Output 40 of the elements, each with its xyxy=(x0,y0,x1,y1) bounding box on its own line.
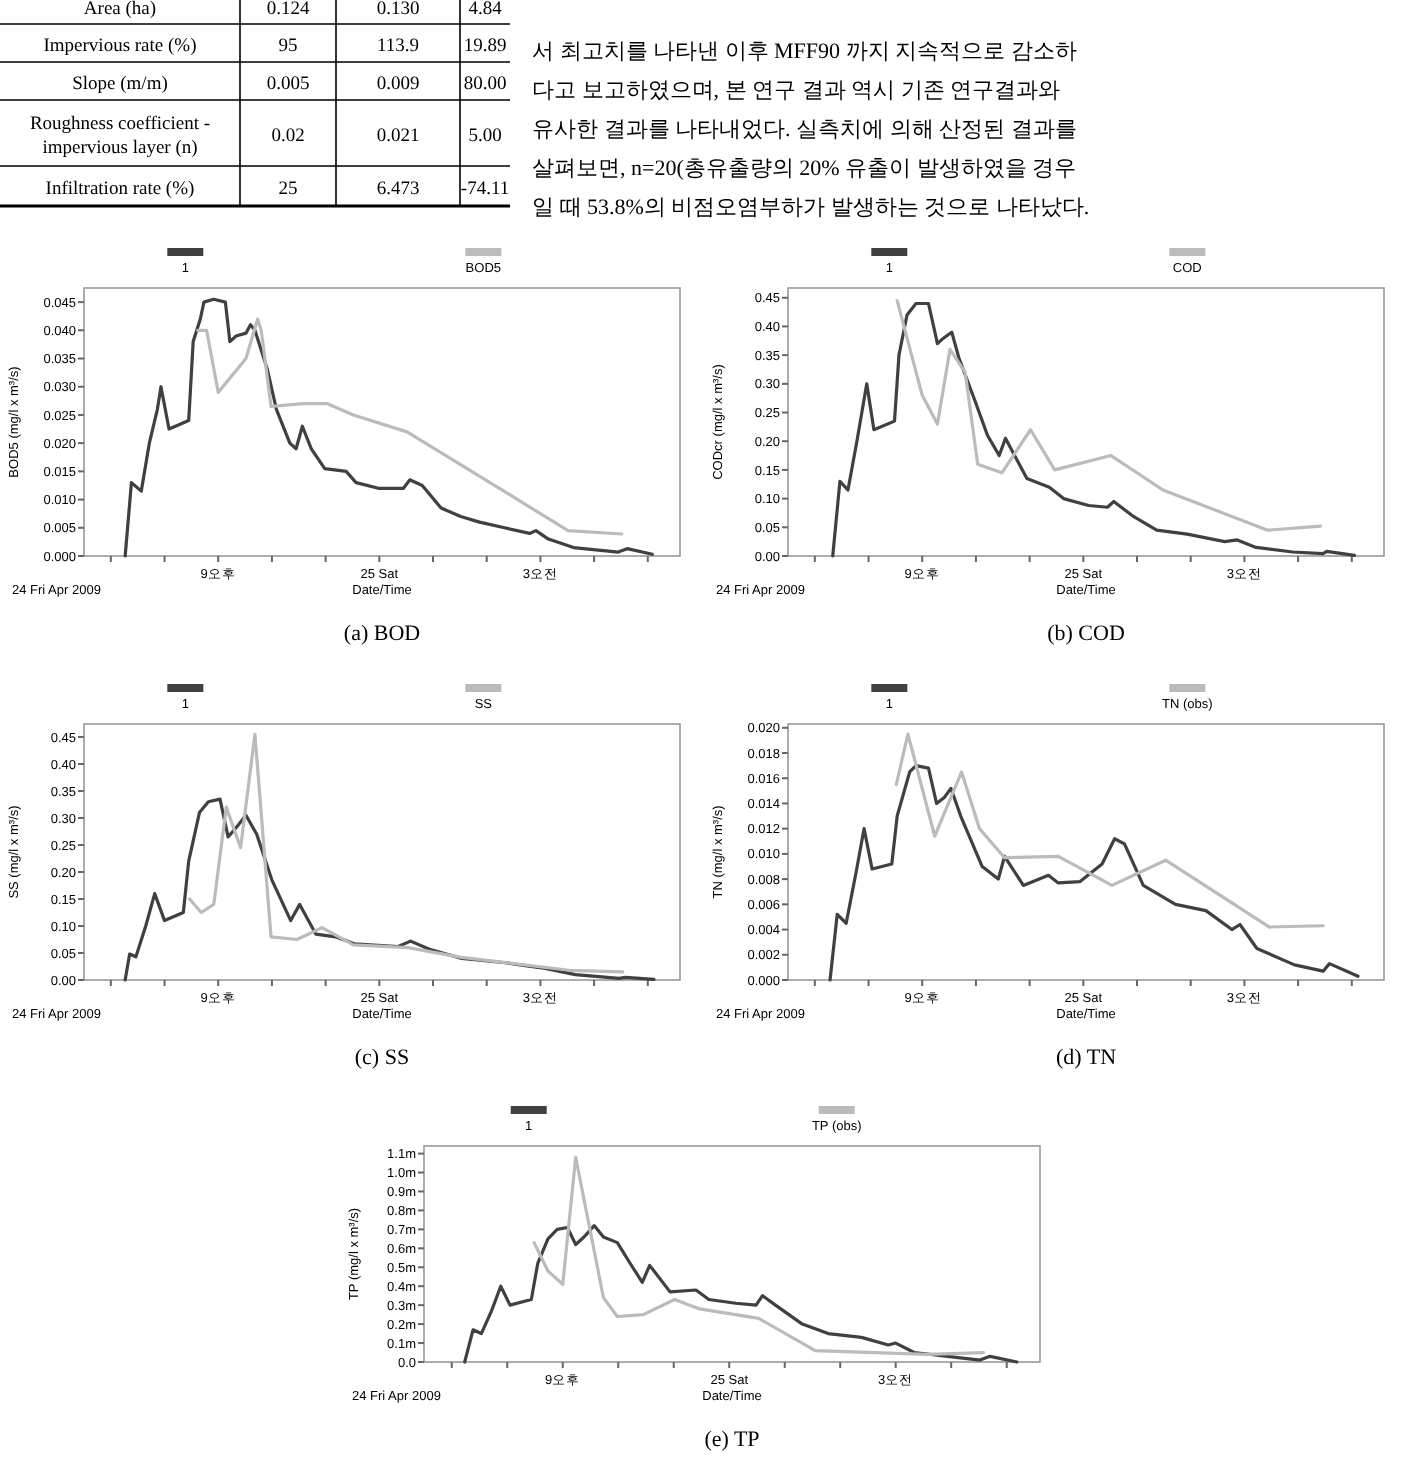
text: Roughness coefficient - impervious layer (n) xyxy=(29,115,211,159)
line-series xyxy=(894,732,1325,929)
line-series xyxy=(831,301,1357,558)
text: Slope (m/m) xyxy=(72,75,168,95)
line-series xyxy=(828,764,1360,982)
text: Area (ha) xyxy=(83,0,157,20)
text: 서 최고치를 나타낸 이후 MFF90 까지 지속적으로 감소하 xyxy=(532,40,1077,64)
text: (b) COD xyxy=(1047,622,1125,646)
line-series xyxy=(895,299,1323,532)
line-series xyxy=(123,297,654,558)
text: 다고 보고하였으며, 본 연구 결과 역시 기존 연구결과와 xyxy=(532,79,1060,103)
text: (e) TP xyxy=(704,1428,760,1452)
text: 일 때 53.8%의 비점오염부하가 발생하는 것으로 나타났다. xyxy=(532,196,1090,220)
text: (a) BOD xyxy=(343,622,421,646)
line-series xyxy=(463,1223,1019,1364)
text: 95 xyxy=(278,37,298,57)
text: 5.00 xyxy=(468,127,503,147)
text: 0.124 xyxy=(266,0,310,20)
text: 살펴보면, n=20(총유출량의 20% 유출이 발생하였을 경우 xyxy=(532,157,1077,181)
text: 0.130 xyxy=(376,0,420,20)
line-series xyxy=(532,1155,986,1357)
text: 0.021 xyxy=(376,127,420,147)
text: 0.009 xyxy=(376,75,420,95)
line-series xyxy=(123,797,656,982)
text: 25 xyxy=(278,180,298,200)
text: 19.89 xyxy=(463,37,507,57)
text: (c) SS xyxy=(354,1046,410,1070)
text: Impervious rate (%) xyxy=(43,37,197,57)
text: -74.11 xyxy=(460,180,510,200)
text: 유사한 결과를 나타내었다. 실측치에 의해 산정된 결과를 xyxy=(532,118,1077,142)
text: Infiltration rate (%) xyxy=(45,180,195,200)
line-series xyxy=(188,732,625,974)
text: 6.473 xyxy=(376,180,420,200)
text: 0.005 xyxy=(266,75,310,95)
text: 80.00 xyxy=(463,75,507,95)
text: 113.9 xyxy=(376,37,420,57)
text: 0.02 xyxy=(271,127,306,147)
text: 4.84 xyxy=(468,0,503,20)
line-series xyxy=(196,317,624,536)
text: (d) TN xyxy=(1055,1046,1117,1070)
